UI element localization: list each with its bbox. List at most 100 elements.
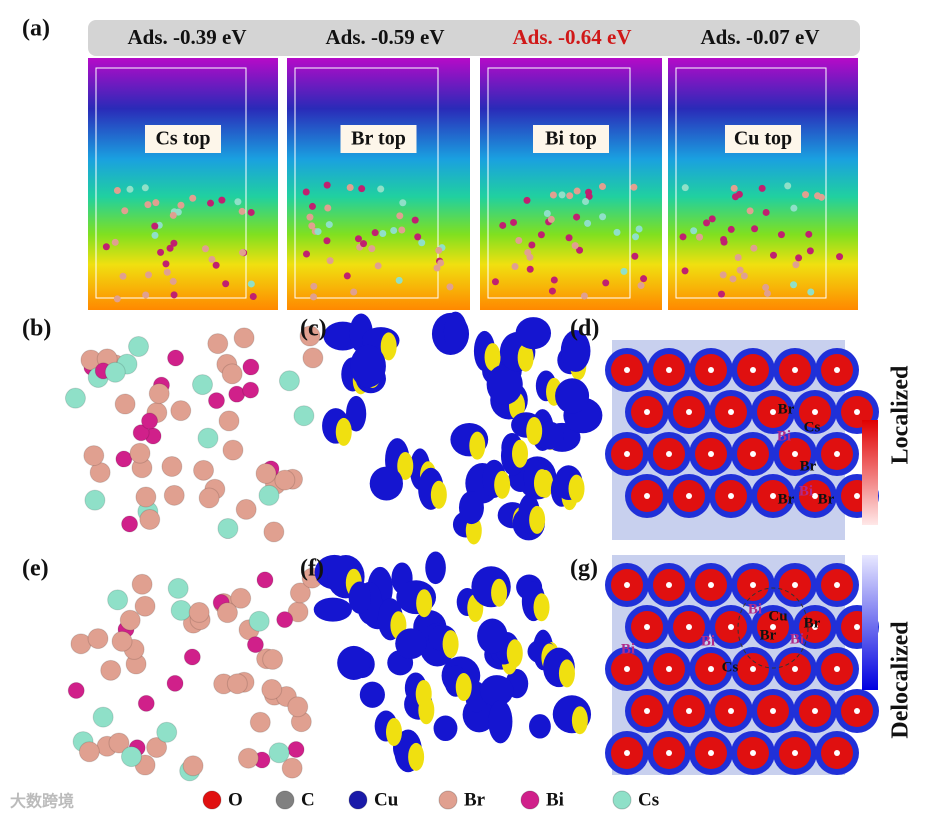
atom [263, 521, 285, 543]
atom [226, 673, 248, 695]
map-core [708, 451, 714, 457]
atom [635, 225, 643, 233]
map-core [666, 666, 672, 672]
atom [174, 208, 182, 216]
atom [414, 233, 422, 241]
atom [145, 271, 153, 279]
atom [360, 240, 368, 248]
atom [323, 237, 331, 245]
cell-outline [95, 67, 247, 299]
atom [703, 219, 711, 227]
panel-label: (g) [570, 556, 598, 582]
atom [708, 215, 716, 223]
atom [128, 336, 150, 358]
panel-label: (a) [22, 16, 50, 42]
atom [102, 243, 110, 251]
atom [314, 228, 322, 236]
density-blob [369, 466, 403, 501]
atom [278, 370, 300, 392]
atom [249, 711, 271, 733]
atom [399, 199, 407, 207]
atom [390, 226, 398, 234]
atom [602, 279, 610, 287]
atom [790, 204, 798, 212]
atom [681, 267, 689, 275]
atom [255, 462, 277, 484]
atom [239, 249, 247, 257]
map-core [812, 624, 818, 630]
atom [524, 248, 532, 256]
density-blob [560, 330, 591, 372]
atom [763, 289, 771, 297]
atom [166, 674, 184, 692]
density-blob [359, 681, 385, 708]
cell-outline [675, 67, 827, 299]
atom [142, 291, 150, 299]
atom [547, 215, 555, 223]
atom [395, 276, 403, 284]
atom [548, 287, 556, 295]
atom [499, 221, 507, 229]
atom [435, 246, 443, 254]
atom [343, 272, 351, 280]
atom [584, 219, 592, 227]
slab-box [480, 58, 662, 310]
atom [135, 486, 157, 508]
legend-swatch [202, 790, 222, 810]
atom [777, 231, 785, 239]
atom [573, 187, 581, 195]
map-atom-label: Cu [768, 608, 787, 624]
watermark: 大数跨境 [10, 792, 74, 811]
atom [64, 387, 86, 409]
map-core [792, 367, 798, 373]
density-blob [313, 597, 352, 622]
density-blob [555, 378, 590, 414]
density-blob [477, 618, 508, 654]
atom [114, 393, 136, 415]
atom [762, 208, 770, 216]
density-blob [488, 699, 513, 744]
atom [100, 659, 122, 681]
atom [137, 694, 155, 712]
density-blob [558, 659, 575, 688]
atom [163, 484, 185, 506]
map-core [686, 624, 692, 630]
map-core [644, 493, 650, 499]
map-core [624, 750, 630, 756]
atom [758, 184, 766, 192]
density-blob [494, 470, 511, 499]
atom [437, 259, 445, 267]
map-atom-label: Br [778, 491, 795, 507]
atom [310, 282, 318, 290]
atom [805, 230, 813, 238]
atom [836, 253, 844, 261]
atom [630, 183, 638, 191]
map-core [812, 708, 818, 714]
slab-box [668, 58, 858, 310]
atom [740, 272, 748, 280]
atom [207, 392, 225, 410]
atom [119, 272, 127, 280]
atom [274, 469, 296, 491]
atom [156, 721, 178, 743]
atom [177, 201, 185, 209]
atom [193, 459, 215, 481]
atom [433, 264, 441, 272]
legend-swatch [438, 790, 458, 810]
site-label: Cu top [734, 128, 792, 150]
map-core [644, 624, 650, 630]
atom [598, 183, 606, 191]
atom [139, 509, 161, 531]
atom [276, 611, 294, 629]
atom [398, 226, 406, 234]
legend-label: C [301, 789, 315, 810]
slab-box [287, 58, 470, 310]
map-core [854, 624, 860, 630]
site-label: Bi top [545, 128, 597, 150]
density-blob [408, 742, 425, 771]
density-blob [512, 439, 529, 468]
atom [377, 185, 385, 193]
atom [121, 515, 139, 533]
map-atom-label: Br [800, 458, 817, 474]
atom [681, 184, 689, 192]
